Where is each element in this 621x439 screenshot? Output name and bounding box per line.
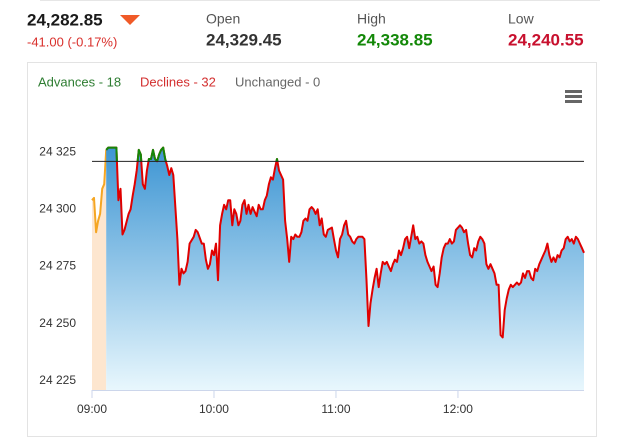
stat-label: High [357,11,386,27]
stat-value: 24,329.45 [206,30,282,49]
menu-button[interactable] [565,90,582,103]
area-fill [92,149,107,390]
menu-bar[interactable] [565,90,582,93]
y-tick-label: 24 250 [39,316,76,330]
y-tick-label: 24 300 [39,202,76,216]
price-line [91,149,108,234]
stat-label: Open [206,11,240,27]
menu-bar[interactable] [565,95,582,98]
y-tick-label: 24 325 [39,144,76,158]
y-tick-label: 24 275 [39,259,76,273]
price-change: -41.00 (-0.17%) [27,34,117,49]
x-tick-label: 11:00 [321,402,350,416]
x-tick-label: 12:00 [443,402,473,416]
y-tick-label: 24 225 [39,373,76,387]
summary-item: Advances - 18 [38,74,121,89]
x-tick-label: 10:00 [199,402,229,416]
price: 24,282.85 [27,10,103,29]
down-arrow [120,15,140,25]
stat-value: 24,240.55 [508,30,584,49]
stat-label: Low [508,11,535,27]
stat-value: 24,338.85 [357,30,433,49]
chart-panel [27,62,597,437]
summary-item: Declines - 32 [140,74,216,89]
menu-bar[interactable] [565,100,582,103]
x-tick-label: 09:00 [77,402,107,416]
price-line [105,146,585,339]
summary-item: Unchanged - 0 [235,74,320,89]
